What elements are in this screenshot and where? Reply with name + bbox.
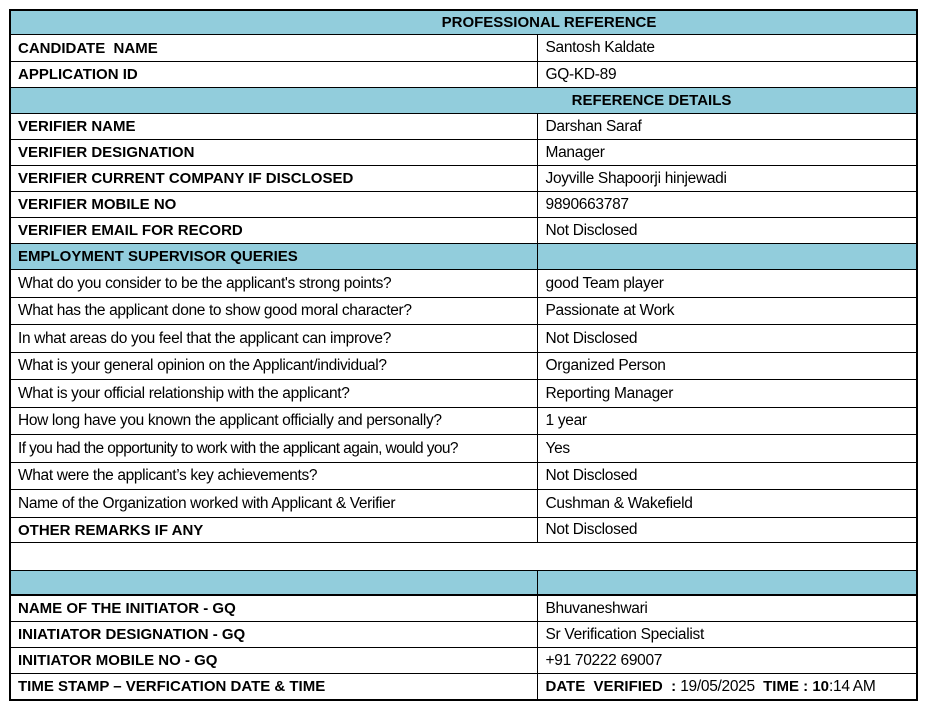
field-value: Not Disclosed [536, 517, 919, 543]
row-initiator-designation: INIATIATOR DESIGNATION - GQ Sr Verificat… [9, 621, 919, 648]
field-value: +91 70222 69007 [536, 647, 919, 674]
row-candidate-name: CANDIDATE NAME Santosh Kaldate [9, 34, 919, 62]
field-label: VERIFIER DESIGNATION [9, 139, 538, 166]
answer-text: Not Disclosed [536, 324, 919, 353]
spacer-row-white [8, 542, 919, 571]
section-header-reference-details: REFERENCE DETAILS [8, 87, 919, 114]
field-label: VERIFIER NAME [9, 113, 538, 140]
query-row: In what areas do you feel that the appli… [9, 324, 919, 353]
row-other-remarks: OTHER REMARKS IF ANY Not Disclosed [9, 517, 919, 543]
row-initiator-name: NAME OF THE INITIATOR - GQ Bhuvaneshwari [9, 594, 919, 622]
question-text: What is your official relationship with … [9, 379, 538, 408]
field-label: INITIATOR MOBILE NO - GQ [9, 647, 538, 674]
field-label: INIATIATOR DESIGNATION - GQ [9, 621, 538, 648]
answer-text: good Team player [536, 269, 919, 298]
answer-text: Yes [536, 434, 919, 463]
field-label: NAME OF THE INITIATOR - GQ [9, 594, 538, 622]
question-text: What were the applicant’s key achievemen… [9, 462, 538, 490]
answer-text: Not Disclosed [536, 462, 919, 490]
timestamp-minute-value: :14 AM [829, 677, 876, 695]
empty-cell [9, 570, 538, 596]
field-value: Santosh Kaldate [536, 34, 919, 62]
timestamp-date-label: DATE VERIFIED : [545, 677, 681, 695]
question-text: What is your general opinion on the Appl… [9, 352, 538, 380]
field-label: APPLICATION ID [9, 61, 538, 88]
row-initiator-mobile: INITIATOR MOBILE NO - GQ +91 70222 69007 [9, 647, 919, 674]
row-verifier-mobile: VERIFIER MOBILE NO 9890663787 [9, 191, 919, 218]
timestamp-time-label: TIME : [754, 677, 813, 695]
row-verifier-company: VERIFIER CURRENT COMPANY IF DISCLOSED Jo… [9, 165, 919, 192]
query-row: What is your general opinion on the Appl… [9, 352, 919, 380]
section-title-cell: REFERENCE DETAILS [8, 87, 919, 114]
field-label: OTHER REMARKS IF ANY [9, 517, 538, 543]
answer-text: Reporting Manager [536, 379, 919, 408]
field-value: Bhuvaneshwari [536, 594, 919, 622]
query-row: What do you consider to be the applicant… [9, 269, 919, 298]
row-application-id: APPLICATION ID GQ-KD-89 [9, 61, 919, 88]
field-label: CANDIDATE NAME [9, 34, 538, 62]
field-value: Joyville Shapoorji hinjewadi [536, 165, 919, 192]
field-label: VERIFIER EMAIL FOR RECORD [9, 217, 538, 244]
empty-cell [536, 570, 919, 596]
field-value: GQ-KD-89 [536, 61, 919, 88]
field-value: 9890663787 [536, 191, 919, 218]
section-title-empty-cell [536, 243, 919, 270]
field-label: VERIFIER MOBILE NO [9, 191, 538, 218]
field-value: Manager [536, 139, 919, 166]
section-header-professional-reference: PROFESSIONAL REFERENCE [8, 9, 919, 35]
spacer-row-blue [9, 570, 919, 596]
section-title: PROFESSIONAL REFERENCE [441, 14, 657, 31]
answer-text: Cushman & Wakefield [536, 489, 919, 518]
row-timestamp: TIME STAMP – VERFICATION DATE & TIME DAT… [9, 673, 919, 701]
field-value: Darshan Saraf [536, 113, 919, 140]
answer-text: 1 year [536, 407, 919, 435]
timestamp-value: DATE VERIFIED : 19/05/2025 TIME : 10:14 … [536, 673, 919, 701]
query-row: If you had the opportunity to work with … [9, 434, 919, 463]
question-text: If you had the opportunity to work with … [9, 434, 538, 463]
field-value: Sr Verification Specialist [536, 621, 919, 648]
answer-text: Organized Person [536, 352, 919, 380]
section-title-cell: PROFESSIONAL REFERENCE [8, 9, 919, 35]
question-text: What has the applicant done to show good… [9, 297, 538, 325]
question-text: How long have you known the applicant of… [9, 407, 538, 435]
query-row: Name of the Organization worked with App… [9, 489, 919, 518]
query-row: What has the applicant done to show good… [9, 297, 919, 325]
field-value: Not Disclosed [536, 217, 919, 244]
professional-reference-table: PROFESSIONAL REFERENCE CANDIDATE NAME Sa… [8, 9, 919, 701]
question-text: In what areas do you feel that the appli… [9, 324, 538, 353]
section-header-employment-supervisor-queries: EMPLOYMENT SUPERVISOR QUERIES [9, 243, 919, 270]
row-verifier-name: VERIFIER NAME Darshan Saraf [9, 113, 919, 140]
row-verifier-email: VERIFIER EMAIL FOR RECORD Not Disclosed [9, 217, 919, 244]
answer-text: Passionate at Work [536, 297, 919, 325]
row-verifier-designation: VERIFIER DESIGNATION Manager [9, 139, 919, 166]
timestamp-date-value: 19/05/2025 [680, 677, 755, 695]
section-title: REFERENCE DETAILS [571, 92, 732, 109]
field-label: VERIFIER CURRENT COMPANY IF DISCLOSED [9, 165, 538, 192]
field-label: TIME STAMP – VERFICATION DATE & TIME [9, 673, 538, 701]
question-text: Name of the Organization worked with App… [9, 489, 538, 518]
empty-cell [8, 542, 919, 571]
section-title: EMPLOYMENT SUPERVISOR QUERIES [9, 243, 538, 270]
query-row: What were the applicant’s key achievemen… [9, 462, 919, 490]
timestamp-hour-value: 10 [812, 677, 829, 695]
question-text: What do you consider to be the applicant… [9, 269, 538, 298]
query-row: What is your official relationship with … [9, 379, 919, 408]
query-row: How long have you known the applicant of… [9, 407, 919, 435]
page: { "colors": { "section_bg": "#92CDDC", "… [8, 9, 919, 701]
